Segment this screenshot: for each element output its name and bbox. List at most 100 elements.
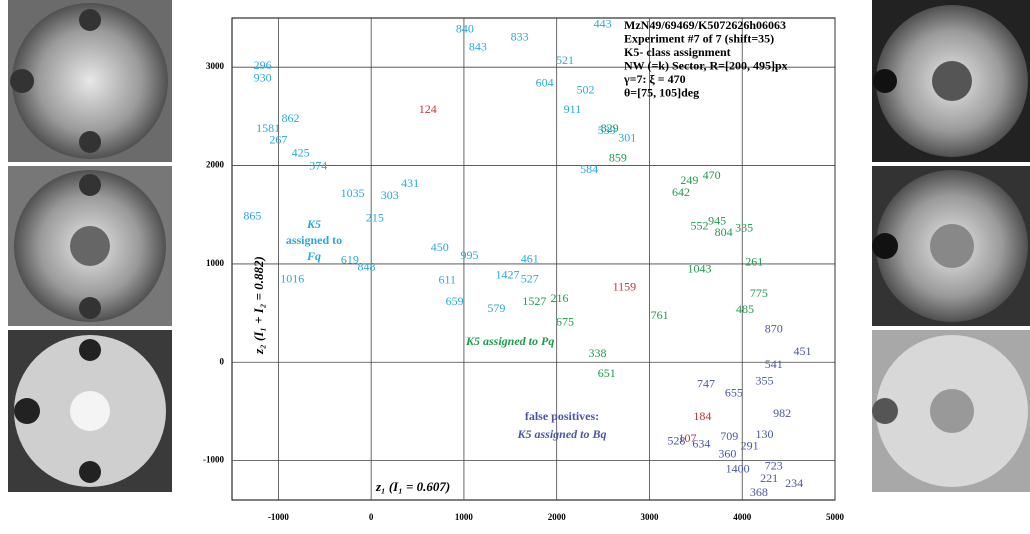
x-axis-label: z₁ (I₁ = 0.607) (375, 479, 450, 494)
annotation: false positives: (525, 409, 599, 423)
title-line: K5- class assignment (624, 45, 731, 59)
y-axis-label: z₂ (I₁ + I₂ = 0.882) (251, 256, 266, 355)
point-label: 215 (366, 210, 384, 224)
point-label: 335 (735, 220, 753, 234)
point-label: 521 (556, 53, 574, 67)
point-label: 848 (358, 260, 376, 274)
annotation: K5 (306, 217, 321, 231)
point-label: 485 (736, 302, 754, 316)
y-tick-label: -1000 (203, 455, 224, 465)
point-label: 368 (750, 485, 768, 499)
point-label: 655 (725, 386, 743, 400)
point-label: 747 (697, 377, 715, 391)
point-label: 1400 (726, 461, 750, 475)
x-tick-label: 5000 (826, 512, 845, 522)
point-label: 843 (469, 39, 487, 53)
point-label: 267 (269, 133, 287, 147)
y-tick-label: 1000 (206, 258, 225, 268)
point-label: 130 (755, 427, 773, 441)
annotation: Fq (306, 249, 321, 263)
point-label: 552 (691, 218, 709, 232)
x-tick-label: 1000 (455, 512, 474, 522)
point-label: 374 (309, 158, 327, 172)
point-label: 1159 (613, 279, 637, 293)
point-label: 1427 (496, 267, 520, 281)
point-label: 870 (765, 322, 783, 336)
y-tick-label: 2000 (206, 160, 225, 170)
point-label: 1035 (341, 186, 365, 200)
point-label: 1527 (522, 294, 546, 308)
point-label: 579 (487, 301, 505, 315)
title-line: Experiment #7 of 7 (shift=35) (624, 31, 774, 45)
point-label: 303 (381, 188, 399, 202)
point-label: 360 (718, 447, 736, 461)
point-label: 1043 (688, 262, 712, 276)
point-label: 840 (456, 22, 474, 36)
point-label: 1581 (256, 121, 280, 135)
point-label: 527 (521, 271, 539, 285)
point-label: 216 (550, 291, 568, 305)
point-label: 221 (760, 471, 778, 485)
point-label: 470 (703, 168, 721, 182)
point-label: 338 (589, 346, 607, 360)
right-photos (872, 0, 1030, 492)
point-label: 184 (693, 409, 711, 423)
point-label: 443 (594, 17, 612, 31)
point-label: 995 (460, 248, 478, 262)
x-tick-label: 3000 (640, 512, 659, 522)
point-label: 723 (765, 458, 783, 472)
point-label: 604 (536, 76, 554, 90)
point-label: 945 (708, 213, 726, 227)
point-label: 301 (618, 131, 636, 145)
point-label: 642 (672, 185, 690, 199)
point-label: 461 (521, 252, 539, 266)
point-label: 833 (511, 29, 529, 43)
title-line: MzN49/69469/K5072626h06063 (624, 18, 786, 32)
annotation: K5 assigned to Bq (516, 427, 606, 441)
y-tick-label: 0 (220, 356, 225, 366)
point-label: 634 (692, 437, 710, 451)
y-tick-label: 3000 (206, 61, 225, 71)
point-label: 611 (438, 272, 456, 286)
point-label: 865 (243, 208, 261, 222)
point-label: 431 (401, 176, 419, 190)
point-label: 234 (785, 476, 803, 490)
point-label: 451 (794, 344, 812, 358)
point-label: 539 (598, 123, 616, 137)
point-label: 296 (254, 58, 272, 72)
x-tick-label: 0 (369, 512, 374, 522)
point-label: 775 (750, 286, 768, 300)
point-label: 862 (281, 111, 299, 125)
point-label: 1016 (280, 271, 304, 285)
point-label: 584 (580, 162, 598, 176)
point-label: 761 (651, 308, 669, 322)
point-label: 804 (715, 225, 733, 239)
point-label: 675 (556, 315, 574, 329)
point-label: 709 (720, 429, 738, 443)
point-label: 355 (755, 374, 773, 388)
point-label: 502 (576, 83, 594, 97)
point-label: 829 (601, 121, 619, 135)
point-label: 528 (667, 434, 685, 448)
point-label: 261 (745, 255, 763, 269)
point-label: 659 (446, 294, 464, 308)
annotation: assigned to (286, 233, 342, 247)
point-label: 425 (292, 145, 310, 159)
title-line: θ=[75, 105]deg (624, 85, 699, 99)
point-label: 291 (741, 439, 759, 453)
point-label: 541 (765, 357, 783, 371)
point-label: 450 (431, 240, 449, 254)
title-line: NW (=k) Sector, R=[200, 495]px (624, 58, 788, 72)
left-photos (8, 0, 172, 492)
point-label: 859 (609, 150, 627, 164)
point-label: 249 (680, 173, 698, 187)
point-label: 107 (678, 431, 696, 445)
x-tick-label: -1000 (268, 512, 289, 522)
x-tick-label: 2000 (548, 512, 567, 522)
point-label: 982 (773, 406, 791, 420)
point-label: 930 (254, 71, 272, 85)
point-label: 911 (564, 102, 582, 116)
title-line: γ=7: ξ = 470 (623, 72, 686, 86)
